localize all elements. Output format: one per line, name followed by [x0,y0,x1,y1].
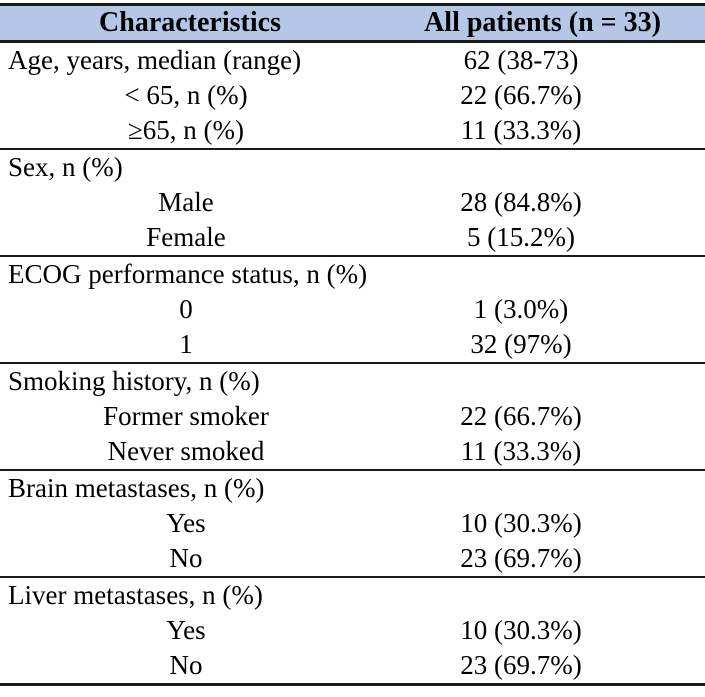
row-value [380,148,705,185]
table-header: Characteristics All patients (n = 33) [0,4,705,43]
table-row: Liver metastases, n (%) [0,576,705,613]
row-value: 62 (38-73) [463,45,579,75]
table-body: Age, years, median (range) 62 (38-73) < 65… [0,42,705,685]
col-header-all-patients: All patients (n = 33) [380,4,705,43]
row-label-sub: ≥65, n (%) [127,115,245,145]
table-row: Yes 10 (30.3%) [0,506,705,541]
table-row: ECOG performance status, n (%) [0,255,705,292]
row-label-sub: Never smoked [107,436,265,466]
row-value: 10 (30.3%) [460,508,582,538]
row-value: 11 (33.3%) [460,115,582,145]
row-label-sub: No [169,650,203,680]
row-label-sub: Yes [166,508,206,538]
row-value: 23 (69.7%) [460,650,582,680]
row-value: 23 (69.7%) [460,543,582,573]
table-row: Sex, n (%) [0,148,705,185]
row-value: 22 (66.7%) [460,401,582,431]
row-value [380,255,705,292]
table-row: 0 1 (3.0%) [0,292,705,327]
row-label-sub: 1 [179,329,193,359]
row-label-section: Sex, n (%) [0,148,380,185]
table-row: Male 28 (84.8%) [0,185,705,220]
table-row: 1 32 (97%) [0,327,705,363]
table-row: < 65, n (%) 22 (66.7%) [0,78,705,113]
row-label-sub: Yes [166,615,206,645]
row-value: 10 (30.3%) [460,615,582,645]
row-label-sub: < 65, n (%) [124,80,248,110]
row-label-section: Smoking history, n (%) [0,362,380,399]
table-row: Age, years, median (range) 62 (38-73) [0,42,705,79]
table-row: No 23 (69.7%) [0,648,705,685]
row-label-section: Liver metastases, n (%) [0,576,380,613]
table-row: ≥65, n (%) 11 (33.3%) [0,113,705,149]
row-label-sub: Female [146,222,226,252]
row-value: 5 (15.2%) [467,222,575,252]
row-label-sub: Former smoker [103,401,269,431]
table-row: Smoking history, n (%) [0,362,705,399]
patient-characteristics-table: Characteristics All patients (n = 33) Ag… [0,3,705,686]
row-value: 11 (33.3%) [460,436,582,466]
row-label-sub: 0 [179,294,193,324]
row-label-section: Age, years, median (range) [8,45,302,75]
row-value: 28 (84.8%) [460,187,582,217]
row-value [380,469,705,506]
table-row: Never smoked 11 (33.3%) [0,434,705,470]
row-label-section: ECOG performance status, n (%) [0,255,380,292]
row-label-section: Brain metastases, n (%) [0,469,380,506]
col-header-characteristics: Characteristics [0,4,380,43]
row-value: 22 (66.7%) [460,80,582,110]
row-value: 32 (97%) [470,329,572,359]
table-row: Yes 10 (30.3%) [0,613,705,648]
table-row: Brain metastases, n (%) [0,469,705,506]
header-row: Characteristics All patients (n = 33) [0,4,705,43]
table-row: Former smoker 22 (66.7%) [0,399,705,434]
table-row: No 23 (69.7%) [0,541,705,577]
row-value: 1 (3.0%) [473,294,569,324]
row-label-sub: Male [158,187,214,217]
row-value [380,362,705,399]
table-row: Female 5 (15.2%) [0,220,705,256]
row-label-sub: No [169,543,203,573]
row-value [380,576,705,613]
